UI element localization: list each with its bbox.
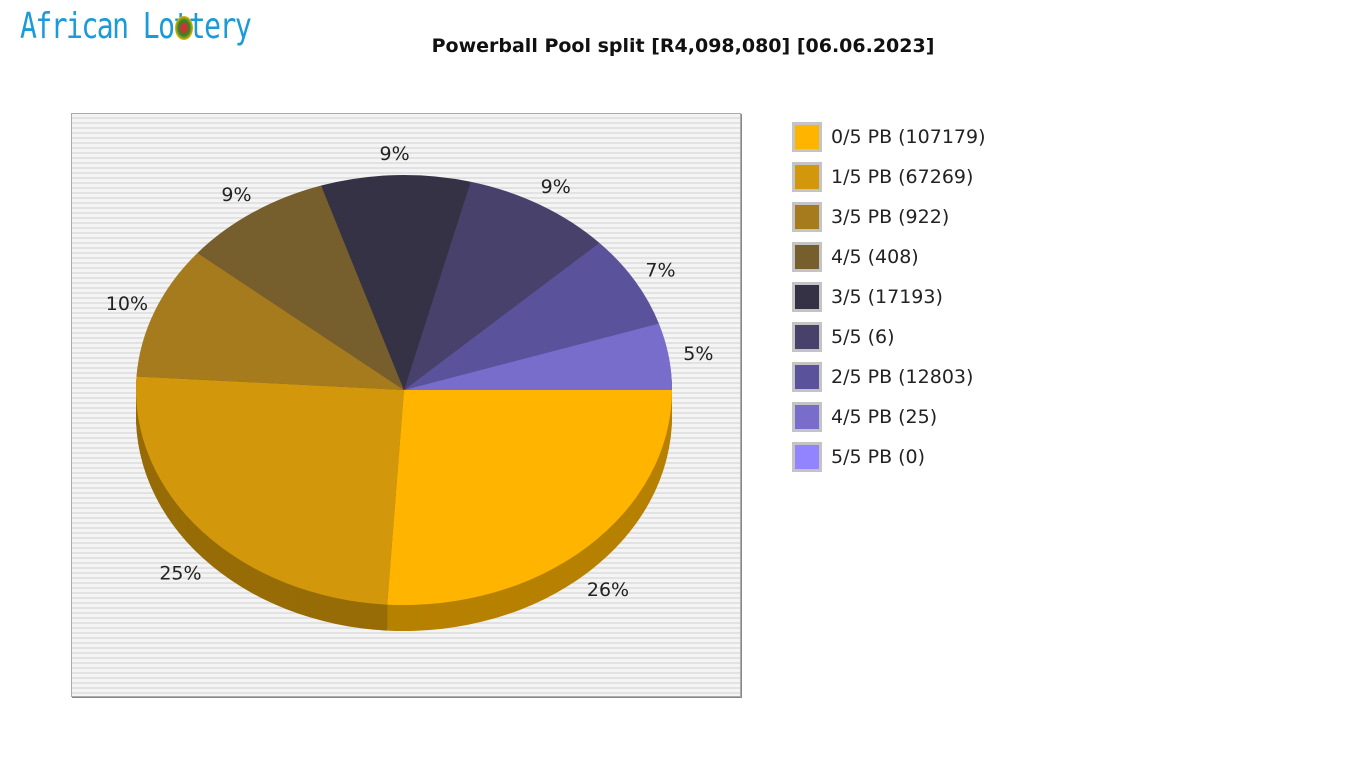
legend-label: 5/5 PB (0) [831, 446, 926, 468]
data-label: 7% [645, 259, 675, 281]
pie-slice[interactable] [404, 181, 600, 390]
data-label: 5% [683, 343, 713, 365]
legend: 0/5 PB (107179) 1/5 PB (67269) 3/5 PB (922… [792, 122, 986, 482]
legend-item: 4/5 PB (25) [792, 402, 986, 442]
legend-label: 3/5 (17193) [831, 286, 943, 308]
legend-item: 2/5 PB (12803) [792, 362, 986, 402]
legend-item: 3/5 (17193) [792, 282, 986, 322]
legend-swatch [792, 202, 822, 232]
pie-slice[interactable] [404, 323, 672, 390]
data-label: 25% [159, 563, 201, 585]
legend-item: 3/5 PB (922) [792, 202, 986, 242]
legend-label: 0/5 PB (107179) [831, 126, 986, 148]
legend-swatch [792, 242, 822, 272]
legend-label: 4/5 (408) [831, 246, 919, 268]
legend-swatch [792, 122, 822, 152]
logo-text: African Lottery [20, 6, 252, 47]
legend-swatch [792, 362, 822, 392]
legend-item: 0/5 PB (107179) [792, 122, 986, 162]
logo[interactable]: African Lottery [20, 6, 252, 47]
logo-emblem-icon [175, 16, 193, 40]
legend-label: 3/5 PB (922) [831, 206, 950, 228]
legend-label: 4/5 PB (25) [831, 406, 938, 428]
data-label: 10% [106, 293, 148, 315]
data-label: 9% [380, 143, 410, 165]
data-label: 9% [221, 184, 251, 206]
chart-title: Powerball Pool split [R4,098,080] [06.06… [431, 35, 935, 57]
legend-label: 2/5 PB (12803) [831, 366, 974, 388]
legend-swatch [792, 442, 822, 472]
legend-item: 5/5 (6) [792, 322, 986, 362]
data-label: 26% [587, 579, 629, 601]
legend-swatch [792, 282, 822, 312]
legend-label: 1/5 PB (67269) [831, 166, 974, 188]
data-label: 9% [541, 176, 571, 198]
pie-slice[interactable] [136, 376, 404, 605]
pie-slice[interactable] [197, 185, 404, 390]
legend-item: 1/5 PB (67269) [792, 162, 986, 202]
legend-swatch [792, 322, 822, 352]
pie-slice[interactable] [136, 252, 404, 390]
legend-item: 4/5 (408) [792, 242, 986, 282]
pie-slice[interactable] [321, 174, 471, 390]
pie-slice[interactable] [387, 390, 672, 605]
legend-item: 5/5 PB (0) [792, 442, 986, 482]
pie-slice[interactable] [404, 242, 659, 390]
legend-swatch [792, 162, 822, 192]
legend-label: 5/5 (6) [831, 326, 895, 348]
legend-swatch [792, 402, 822, 432]
